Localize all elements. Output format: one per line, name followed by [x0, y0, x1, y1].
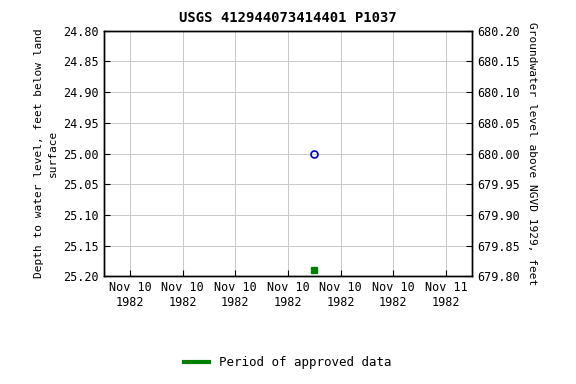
Y-axis label: Depth to water level, feet below land
surface: Depth to water level, feet below land su… [35, 29, 58, 278]
Legend: Period of approved data: Period of approved data [179, 351, 397, 374]
Y-axis label: Groundwater level above NGVD 1929, feet: Groundwater level above NGVD 1929, feet [526, 22, 537, 285]
Title: USGS 412944073414401 P1037: USGS 412944073414401 P1037 [179, 12, 397, 25]
